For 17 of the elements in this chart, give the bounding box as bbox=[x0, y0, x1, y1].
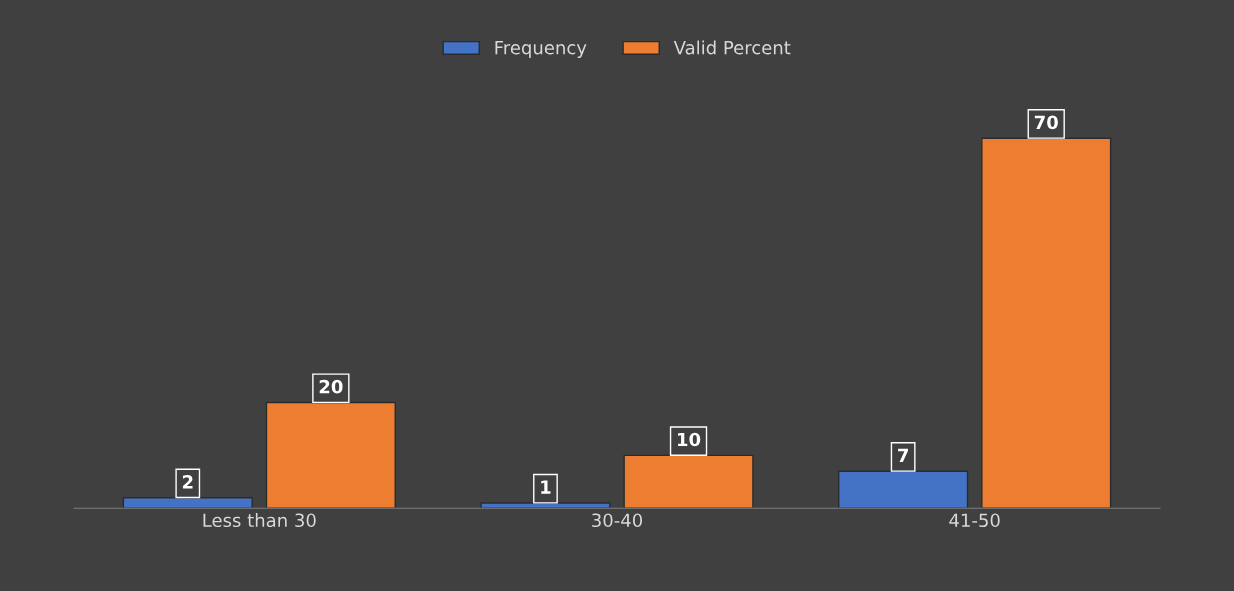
bar bbox=[623, 454, 754, 509]
bar bbox=[838, 470, 969, 509]
bar bbox=[480, 502, 611, 509]
x-tick-label: Less than 30 bbox=[203, 513, 316, 528]
legend-label: Valid Percent bbox=[673, 40, 791, 55]
bar bbox=[981, 137, 1112, 509]
data-label: 20 bbox=[319, 379, 343, 394]
data-label: 2 bbox=[182, 474, 193, 489]
legend-label: Frequency bbox=[495, 41, 587, 58]
data-label: 10 bbox=[678, 432, 701, 447]
bar bbox=[265, 401, 396, 509]
x-tick-label: 30-40 bbox=[592, 513, 643, 528]
data-label: 7 bbox=[898, 448, 908, 462]
data-label: 70 bbox=[1034, 115, 1058, 130]
bar bbox=[122, 496, 253, 509]
data-label: 1 bbox=[541, 480, 551, 494]
x-tick-label: 41-50 bbox=[949, 513, 1000, 528]
